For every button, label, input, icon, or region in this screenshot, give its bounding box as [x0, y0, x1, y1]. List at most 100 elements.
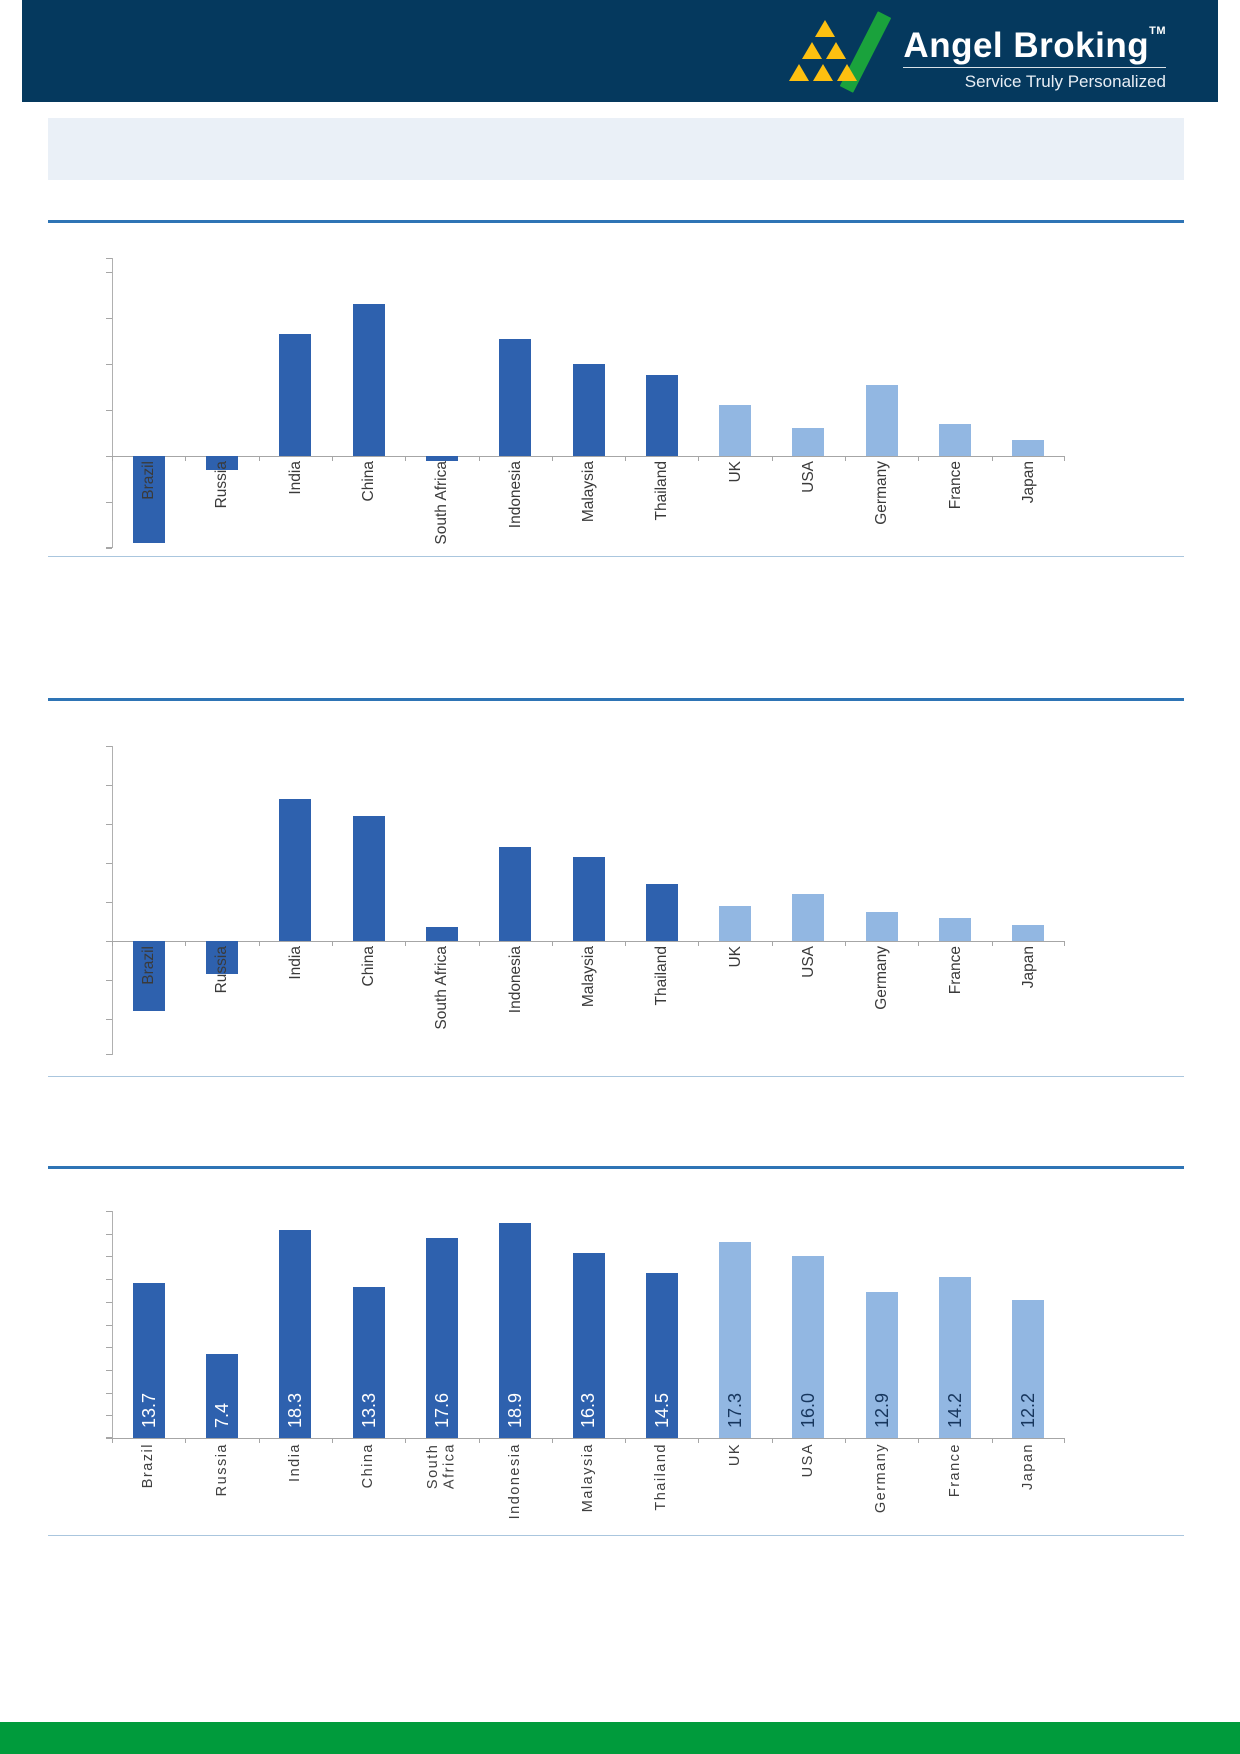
x-axis-tick [771, 940, 773, 946]
bar-indonesia [499, 847, 532, 941]
category-label: Indonesia [506, 945, 524, 1014]
x-axis-tick [991, 1438, 993, 1443]
category-label: South Africa [433, 460, 451, 545]
bar-france [939, 423, 972, 456]
category-label: USA [800, 1443, 817, 1478]
category-label: Germany [873, 460, 891, 525]
category-label-wrap: UK [698, 461, 771, 483]
x-axis-tick [185, 455, 187, 461]
value-label: 17.6 [431, 1392, 452, 1428]
category-label: Thailand [653, 460, 671, 521]
y-axis-tick [106, 1256, 112, 1258]
bar-thailand [645, 375, 678, 456]
y-axis-tick [106, 979, 112, 981]
brand-logo: Angel BrokingTM Service Truly Personaliz… [769, 8, 1166, 93]
category-label: Japan [1019, 460, 1037, 504]
brand-text: Angel BrokingTM Service Truly Personaliz… [903, 8, 1166, 92]
bar-russia [205, 1354, 238, 1438]
bar-malaysia [572, 857, 605, 941]
y-axis-tick [106, 501, 112, 503]
x-axis-tick [991, 455, 993, 461]
footer-band [0, 1722, 1240, 1754]
category-label: USA [799, 460, 817, 493]
y-axis-tick [106, 1301, 112, 1303]
x-axis-tick [1064, 940, 1065, 946]
brand-tagline: Service Truly Personalized [903, 67, 1166, 92]
y-axis [112, 746, 113, 1055]
y-axis-tick [106, 1415, 112, 1417]
x-axis-tick [331, 940, 333, 946]
y-axis-tick [106, 455, 112, 457]
category-label-wrap: Russia [185, 461, 258, 508]
value-label-wrap: 18.9 [479, 1393, 552, 1428]
y-axis-tick [106, 1369, 112, 1371]
y-axis-tick [106, 901, 112, 903]
category-label-wrap: Malaysia [552, 946, 625, 1007]
category-label: South Africa [425, 1443, 458, 1490]
x-axis-tick [698, 455, 700, 461]
x-axis-tick [1064, 1438, 1065, 1443]
x-axis-tick [845, 1438, 847, 1443]
category-label: India [286, 945, 304, 980]
y-axis [112, 1211, 113, 1438]
bar-brazil [132, 1282, 165, 1438]
bar-china [352, 1287, 385, 1438]
value-label-wrap: 16.3 [552, 1393, 625, 1428]
bar-japan [1012, 925, 1045, 941]
value-label-wrap: 13.7 [112, 1393, 185, 1428]
category-label: Brazil [140, 945, 158, 985]
y-axis-tick [106, 317, 112, 319]
category-label-wrap: Thailand [625, 1443, 698, 1511]
bar-china [352, 304, 385, 456]
category-label: Thailand [653, 945, 671, 1006]
x-axis-tick [185, 940, 187, 946]
category-label: Japan [1020, 1443, 1036, 1491]
header-band: Angel BrokingTM Service Truly Personaliz… [22, 0, 1218, 102]
x-axis-tick [478, 940, 480, 946]
bar-uk [719, 905, 752, 941]
value-label: 16.3 [578, 1392, 599, 1428]
category-label-wrap: China [332, 1443, 405, 1488]
value-label-wrap: 13.3 [332, 1393, 405, 1428]
category-label-wrap: Indonesia [479, 461, 552, 528]
category-label: UK [726, 460, 744, 483]
category-label-wrap: Malaysia [552, 1443, 625, 1512]
bar-malaysia [572, 363, 605, 456]
x-axis-tick [478, 455, 480, 461]
value-label-wrap: 7.4 [185, 1403, 258, 1428]
y-axis-tick [106, 940, 112, 942]
bar-germany [865, 384, 898, 456]
bar-south-africa [425, 927, 458, 941]
y-axis-tick [106, 862, 112, 864]
chart-1: Brazil Russia India China South Africa Indone… [106, 258, 1065, 549]
y-axis-cap [106, 1437, 112, 1438]
bar-china [352, 816, 385, 941]
bar-india [279, 333, 312, 456]
logo-triangle-icon [815, 20, 836, 37]
x-axis-line [112, 940, 1065, 942]
value-label: 18.9 [505, 1392, 526, 1428]
category-label-wrap: Germany [845, 1443, 918, 1513]
category-label: China [360, 945, 378, 987]
bar-thailand [645, 884, 678, 941]
x-axis-tick [112, 455, 113, 461]
y-axis-tick [106, 1233, 112, 1235]
x-axis-tick [258, 940, 260, 946]
category-label: Germany [873, 1443, 890, 1514]
category-label-wrap: South Africa [405, 1443, 478, 1489]
x-axis-tick [405, 1438, 407, 1443]
category-label-wrap: India [259, 946, 332, 980]
category-label: Malaysia [579, 460, 597, 523]
x-axis-tick [625, 940, 627, 946]
x-axis-tick [918, 940, 920, 946]
x-axis-tick [991, 940, 993, 946]
x-axis-tick [771, 455, 773, 461]
value-label: 13.3 [358, 1392, 379, 1428]
bar-malaysia [572, 1252, 605, 1438]
category-label: China [360, 460, 378, 502]
y-axis-cap [106, 746, 112, 747]
bar-south-africa [425, 455, 458, 461]
y-axis-tick [106, 1324, 112, 1326]
chart-2: Brazil Russia India China South Africa Indone… [106, 746, 1065, 1055]
x-axis-tick [405, 940, 407, 946]
